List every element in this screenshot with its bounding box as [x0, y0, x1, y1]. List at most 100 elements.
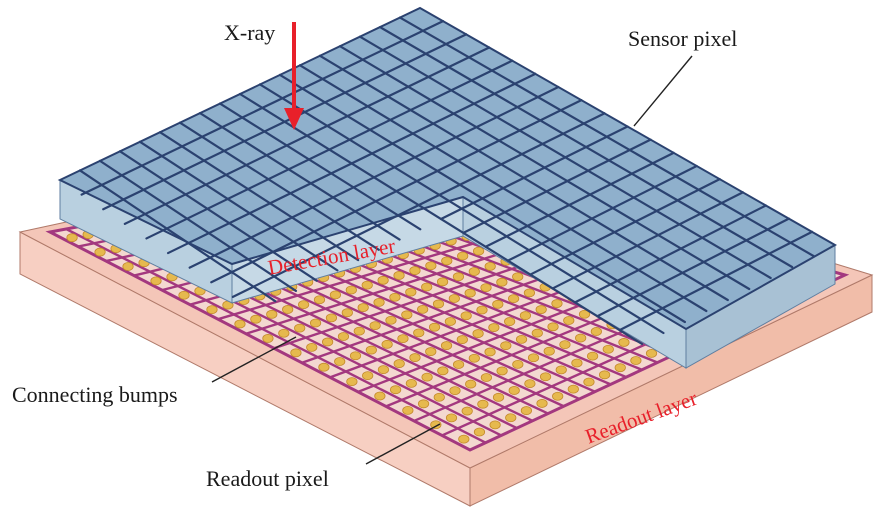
connecting-bump [449, 386, 461, 396]
connecting-bump [512, 272, 524, 282]
connecting-bump [266, 309, 278, 319]
connecting-bump [385, 315, 397, 325]
connecting-bump [425, 347, 437, 356]
connecting-bump [430, 420, 442, 430]
connecting-bump [206, 305, 218, 315]
readout-pixel-label: Readout pixel [206, 466, 329, 491]
connecting-bump [496, 366, 508, 376]
sensor-grid-line [78, 169, 277, 303]
connecting-bump [436, 277, 449, 287]
connecting-bump [122, 262, 134, 271]
connecting-bump [524, 379, 536, 388]
connecting-bump [432, 299, 445, 309]
sensor-grid-line [158, 131, 360, 262]
connecting-bump [346, 377, 358, 386]
connecting-bump [294, 323, 306, 333]
connecting-bump [505, 413, 517, 423]
connecting-bump [393, 359, 405, 368]
connecting-bumps-leader [211, 336, 297, 383]
connecting-bump [278, 328, 290, 338]
sensor-grid-line [318, 54, 729, 302]
sensor-pixel-label: Sensor pixel [628, 26, 738, 51]
sensor-grid-line [178, 121, 380, 251]
connecting-bump [309, 318, 322, 328]
xray-label: X-ray [224, 20, 276, 45]
connecting-bump [496, 277, 508, 287]
connecting-bump [520, 406, 532, 415]
sensor-top-outline [57, 6, 838, 331]
connecting-bump [531, 328, 543, 338]
connecting-bump [402, 405, 414, 415]
connecting-bump [464, 288, 476, 298]
connecting-bumps-label: Connecting bumps [12, 382, 178, 407]
sensor-grid-line [198, 112, 401, 241]
connecting-bump [441, 256, 453, 266]
connecting-bump [234, 319, 246, 329]
connecting-bump [555, 365, 567, 375]
connecting-bump [393, 271, 405, 280]
sensor-grid-line [439, 125, 629, 221]
connecting-bump [515, 334, 528, 344]
connecting-bump [417, 304, 429, 314]
connecting-bump [583, 377, 595, 387]
sensor-grid-line [118, 150, 318, 282]
connecting-bump [374, 391, 386, 401]
connecting-bump [318, 362, 330, 372]
sensor-grid-line [573, 204, 767, 304]
connecting-bump [362, 371, 374, 380]
sensor-grid-line [378, 26, 794, 269]
connecting-bump [473, 427, 486, 437]
connecting-bump [519, 311, 532, 320]
sensor-grid-line [218, 102, 422, 231]
connecting-bump [460, 311, 472, 321]
connecting-bump [178, 290, 190, 300]
connecting-bump [539, 372, 552, 382]
connecting-bump [492, 299, 504, 309]
connecting-bump [614, 363, 626, 373]
connecting-bump [250, 314, 262, 324]
connecting-bump [484, 347, 496, 357]
xray-arrow [284, 22, 304, 130]
sensor-grid-line [138, 140, 339, 272]
connecting-bump [645, 348, 658, 358]
sensor-grid-line [258, 83, 665, 335]
sensor-grid-line [596, 217, 790, 318]
connecting-bump [409, 353, 421, 362]
connecting-bump [488, 323, 500, 332]
connecting-bump [325, 313, 338, 323]
sensor-grid-line [238, 92, 644, 346]
sensor-grid-line [358, 35, 772, 280]
connecting-bump [405, 287, 417, 297]
connecting-bump [535, 305, 547, 314]
connecting-bump [508, 386, 520, 395]
connecting-bump [444, 317, 456, 326]
connecting-bump [500, 341, 512, 351]
connecting-bump [465, 379, 477, 389]
sensor-pixel-leader [633, 55, 693, 127]
connecting-bump [512, 359, 524, 369]
connecting-bump [297, 300, 310, 309]
connecting-bump [457, 251, 469, 261]
connecting-bump [377, 365, 390, 374]
connecting-bump [504, 317, 516, 326]
connecting-bump [365, 345, 377, 355]
connecting-bump [456, 335, 468, 344]
sensor-grid-line [529, 178, 721, 276]
connecting-bump [575, 333, 587, 343]
connecting-bump [448, 294, 460, 303]
connecting-bump [543, 346, 555, 356]
sensor-grid-line [462, 138, 652, 234]
connecting-bump [322, 337, 334, 347]
connecting-bump [563, 316, 575, 325]
connecting-bump [357, 303, 369, 312]
connecting-bump [353, 326, 365, 336]
connecting-bump [551, 299, 563, 308]
sensor-grid-line [398, 16, 815, 258]
connecting-bump [527, 353, 540, 363]
sensor-grid-line [298, 64, 708, 313]
connecting-bump [262, 334, 274, 343]
connecting-bump [417, 399, 430, 409]
connecting-bump [369, 321, 381, 331]
